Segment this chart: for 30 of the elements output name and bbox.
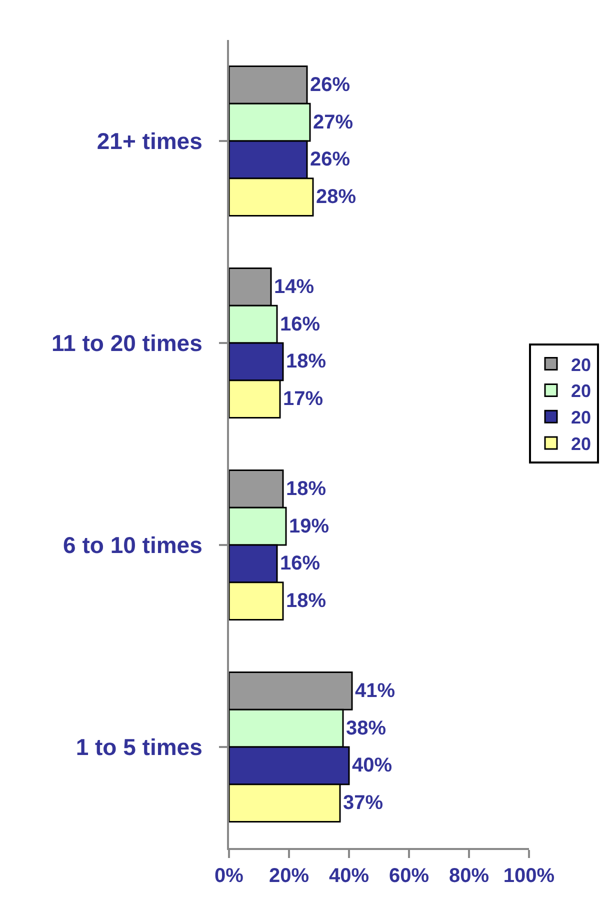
data-label: 18% [286,590,326,612]
x-tick-label: 0% [214,865,244,887]
data-label: 16% [280,552,320,575]
x-tick-label: 60% [388,865,430,887]
data-label: 26% [310,74,350,96]
legend-label: 20 [571,408,592,428]
y-tick-label: 21+ times [96,128,202,154]
x-tick-label: 80% [448,865,490,887]
data-label: 37% [343,792,384,814]
data-label: 16% [280,313,320,336]
data-label: 18% [286,478,326,500]
data-label: 17% [283,388,324,410]
y-tick-label: 11 to 20 times [52,330,202,356]
data-label: 19% [289,515,330,538]
legend-label: 20 [571,354,592,375]
data-label: 26% [310,148,350,171]
x-tick-label: 100% [503,865,555,887]
y-tick-label: 6 to 10 times [63,532,202,558]
data-label: 18% [286,350,326,373]
legend-label: 20 [571,381,592,402]
data-label: 28% [316,186,356,208]
x-tick-label: 20% [268,865,310,887]
legend-label: 20 [571,434,592,454]
data-label: 27% [313,111,354,134]
data-label: 40% [352,754,392,777]
x-tick-label: 40% [328,865,370,887]
data-label: 41% [355,680,396,702]
data-label: 14% [274,276,314,298]
y-tick-label: 1 to 5 times [76,734,202,760]
data-label: 38% [346,717,386,740]
